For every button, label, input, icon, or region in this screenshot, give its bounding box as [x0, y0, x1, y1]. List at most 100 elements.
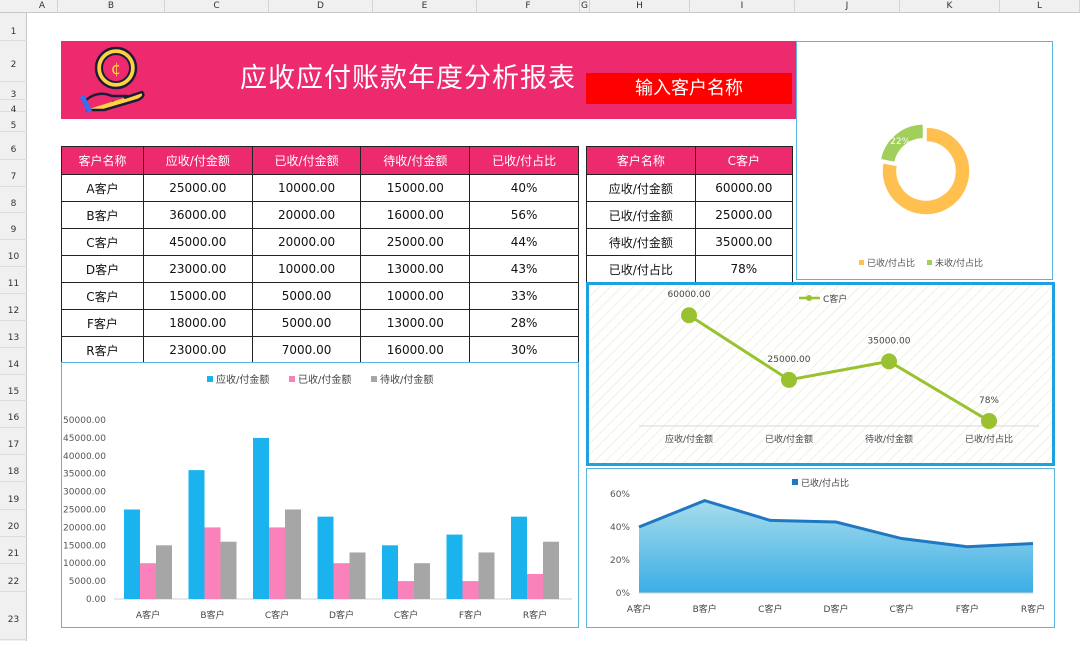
- row-header[interactable]: 20: [0, 510, 27, 537]
- legend-swatch: [207, 376, 213, 382]
- table-cell[interactable]: 25000.00: [694, 201, 794, 229]
- column-heading[interactable]: 已收/付占比: [469, 146, 579, 175]
- table-cell[interactable]: 23000.00: [142, 255, 253, 283]
- column-header[interactable]: J: [795, 0, 900, 13]
- table-cell[interactable]: 10000.00: [251, 255, 362, 283]
- row-header[interactable]: 22: [0, 564, 27, 592]
- bar: [446, 534, 463, 599]
- column-header[interactable]: A: [27, 0, 58, 13]
- table-cell[interactable]: 待收/付金额: [586, 228, 696, 256]
- table-cell[interactable]: 35000.00: [694, 228, 794, 256]
- column-heading[interactable]: 待收/付金额: [360, 146, 471, 175]
- row-header[interactable]: 11: [0, 267, 27, 294]
- table-cell[interactable]: 15000.00: [142, 282, 253, 310]
- x-tick-label: D客户: [824, 603, 849, 615]
- column-heading[interactable]: C客户: [694, 146, 794, 175]
- table-cell[interactable]: F客户: [61, 309, 144, 337]
- row-header[interactable]: 23: [0, 592, 27, 640]
- row-header[interactable]: 7: [0, 160, 27, 187]
- column-header[interactable]: D: [269, 0, 373, 13]
- row-header[interactable]: 17: [0, 428, 27, 455]
- row-header[interactable]: 9: [0, 213, 27, 240]
- row-header[interactable]: 1: [0, 13, 27, 41]
- customer-name-input[interactable]: 输入客户名称: [586, 73, 792, 104]
- table-cell[interactable]: R客户: [61, 336, 144, 364]
- table-cell[interactable]: 5000.00: [251, 282, 362, 310]
- row-header[interactable]: 16: [0, 401, 27, 428]
- table-cell[interactable]: 5000.00: [251, 309, 362, 337]
- table-cell[interactable]: 60000.00: [694, 174, 794, 202]
- table-cell[interactable]: 45000.00: [142, 228, 253, 256]
- row-header[interactable]: 2: [0, 41, 27, 82]
- column-header[interactable]: C: [165, 0, 269, 13]
- table-cell[interactable]: D客户: [61, 255, 144, 283]
- bar: [220, 541, 237, 599]
- row-header[interactable]: 14: [0, 348, 27, 375]
- row-header[interactable]: 21: [0, 537, 27, 564]
- column-heading[interactable]: 客户名称: [61, 146, 144, 175]
- table-cell[interactable]: 36000.00: [142, 201, 253, 229]
- table-cell[interactable]: 43%: [469, 255, 579, 283]
- row-header[interactable]: 5: [0, 112, 27, 132]
- column-header[interactable]: F: [477, 0, 580, 13]
- row-header[interactable]: 18: [0, 455, 27, 482]
- table-cell[interactable]: 33%: [469, 282, 579, 310]
- table-cell[interactable]: 25000.00: [142, 174, 253, 202]
- y-tick-label: 40%: [610, 523, 630, 533]
- table-cell[interactable]: 44%: [469, 228, 579, 256]
- table-cell[interactable]: 已收/付占比: [586, 255, 696, 283]
- row-header[interactable]: 12: [0, 294, 27, 321]
- table-cell[interactable]: C客户: [61, 282, 144, 310]
- data-label: 35000.00: [868, 336, 911, 346]
- line-chart-panel[interactable]: C客户 60000.00 应收/付金额 25000.00 已收/付金额 35000.00 待…: [586, 282, 1055, 466]
- row-header[interactable]: 15: [0, 375, 27, 401]
- table-cell[interactable]: 18000.00: [142, 309, 253, 337]
- area-chart-panel[interactable]: 已收/付占比 0% 20% 40% 60% A客户 B客户 C客户 D客户 C客户 F客户 R客户: [586, 468, 1055, 628]
- column-heading[interactable]: 应收/付金额: [142, 146, 253, 175]
- table-cell[interactable]: 23000.00: [142, 336, 253, 364]
- row-header[interactable]: 4: [0, 100, 27, 115]
- table-cell[interactable]: 40%: [469, 174, 579, 202]
- row-header[interactable]: 19: [0, 482, 27, 510]
- table-cell[interactable]: 13000.00: [360, 309, 471, 337]
- column-heading[interactable]: 已收/付金额: [251, 146, 362, 175]
- table-cell[interactable]: 15000.00: [360, 174, 471, 202]
- row-header[interactable]: 6: [0, 132, 27, 160]
- table-cell[interactable]: 已收/付金额: [586, 201, 696, 229]
- table-cell[interactable]: 20000.00: [251, 228, 362, 256]
- table-cell[interactable]: 25000.00: [360, 228, 471, 256]
- doughnut-chart-panel[interactable]: 22% 78% 已收/付占比 未收/付占比: [796, 41, 1053, 280]
- table-cell[interactable]: 30%: [469, 336, 579, 364]
- row-header[interactable]: 3: [0, 82, 27, 100]
- column-header[interactable]: L: [1000, 0, 1080, 13]
- table-cell[interactable]: 56%: [469, 201, 579, 229]
- column-header[interactable]: K: [900, 0, 1000, 13]
- column-header[interactable]: G: [580, 0, 590, 13]
- row-header[interactable]: 13: [0, 321, 27, 348]
- bar-chart-panel[interactable]: 应收/付金额 已收/付金额 待收/付金额 0.00 5000.00 10000.00 150…: [61, 362, 579, 628]
- table-cell[interactable]: 20000.00: [251, 201, 362, 229]
- row-header[interactable]: 10: [0, 240, 27, 267]
- table-cell[interactable]: 16000.00: [360, 201, 471, 229]
- table-cell[interactable]: 13000.00: [360, 255, 471, 283]
- column-header[interactable]: B: [58, 0, 165, 13]
- table-cell[interactable]: 10000.00: [360, 282, 471, 310]
- x-tick-label: B客户: [693, 603, 717, 615]
- table-cell[interactable]: 78%: [694, 255, 794, 283]
- column-header[interactable]: E: [373, 0, 477, 13]
- series-line: [688, 313, 990, 423]
- table-cell[interactable]: 28%: [469, 309, 579, 337]
- table-cell[interactable]: A客户: [61, 174, 144, 202]
- table-cell[interactable]: 10000.00: [251, 174, 362, 202]
- column-header[interactable]: I: [690, 0, 795, 13]
- y-tick-label: 35000.00: [63, 470, 106, 480]
- column-header[interactable]: H: [590, 0, 690, 13]
- table-cell[interactable]: B客户: [61, 201, 144, 229]
- bar: [527, 573, 543, 599]
- table-cell[interactable]: 16000.00: [360, 336, 471, 364]
- table-cell[interactable]: 应收/付金额: [586, 174, 696, 202]
- row-header[interactable]: 8: [0, 187, 27, 213]
- column-heading[interactable]: 客户名称: [586, 146, 696, 175]
- table-cell[interactable]: 7000.00: [251, 336, 362, 364]
- table-cell[interactable]: C客户: [61, 228, 144, 256]
